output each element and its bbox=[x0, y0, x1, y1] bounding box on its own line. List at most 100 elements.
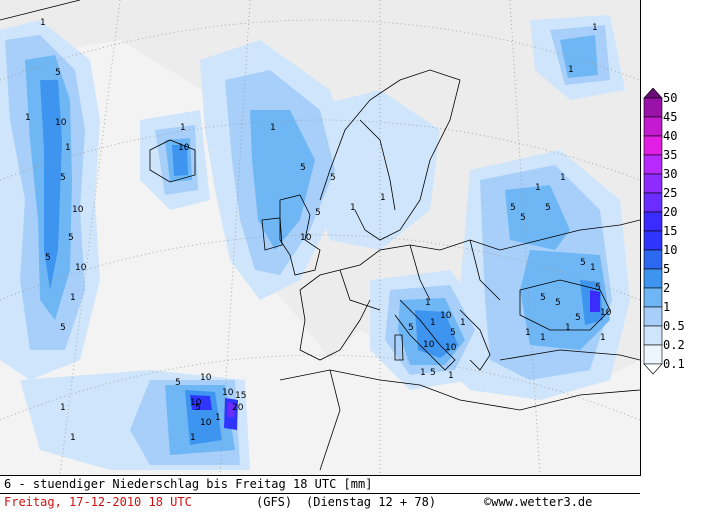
precipitation-legend: 50 45 40 35 30 25 20 15 10 5 2 1 0.5 0.2 0.1 bbox=[641, 0, 704, 475]
contour-label: 10 bbox=[445, 343, 457, 353]
contour-label: 5 bbox=[545, 203, 551, 213]
legend-swatch bbox=[643, 306, 663, 327]
contour-label: 10 bbox=[423, 340, 435, 350]
contour-label: 5 bbox=[575, 313, 581, 323]
contour-label: 1 bbox=[568, 65, 574, 75]
contour-label: 5 bbox=[408, 323, 414, 333]
contour-label: 5 bbox=[315, 208, 321, 218]
contour-label: 1 bbox=[448, 371, 454, 381]
contour-label: 1 bbox=[350, 203, 356, 213]
contour-label: 5 bbox=[55, 68, 61, 78]
contour-label: 10 bbox=[200, 418, 212, 428]
footer-title: 6 - stuendiger Niederschlag bis Freitag … bbox=[4, 477, 373, 491]
map-svg: 1510151015151051101010511051151510151515… bbox=[0, 0, 640, 475]
contour-label: 5 bbox=[330, 173, 336, 183]
legend-swatch bbox=[643, 154, 663, 175]
contour-label: 1 bbox=[600, 333, 606, 343]
contour-label: 10 bbox=[222, 388, 234, 398]
legend-label: 25 bbox=[663, 186, 678, 200]
contour-label: 1 bbox=[425, 298, 431, 308]
footer-source: ©www.wetter3.de bbox=[484, 495, 593, 509]
contour-label: 1 bbox=[60, 403, 66, 413]
contour-label: 10 bbox=[300, 233, 312, 243]
contour-label: 5 bbox=[580, 258, 586, 268]
footer-run: (Dienstag 12 + 78) bbox=[306, 495, 437, 509]
legend-colorbar bbox=[643, 88, 663, 375]
contour-label: 1 bbox=[525, 328, 531, 338]
legend-swatch bbox=[643, 344, 663, 365]
legend-label: 0.5 bbox=[663, 319, 685, 333]
contour-label: 10 bbox=[55, 118, 67, 128]
contour-label: 5 bbox=[60, 323, 66, 333]
legend-swatch bbox=[643, 135, 663, 156]
legend-label: 45 bbox=[663, 110, 678, 124]
contour-label: 5 bbox=[175, 378, 181, 388]
legend-label: 50 bbox=[663, 91, 678, 105]
contour-label: 1 bbox=[70, 433, 76, 443]
legend-swatch bbox=[643, 97, 663, 118]
legend-swatch bbox=[643, 287, 663, 308]
contour-label: 5 bbox=[60, 173, 66, 183]
contour-label: 5 bbox=[68, 233, 74, 243]
contour-label: 5 bbox=[45, 253, 51, 263]
contour-label: 1 bbox=[70, 293, 76, 303]
legend-label: 5 bbox=[663, 262, 671, 276]
contour-label: 5 bbox=[300, 163, 306, 173]
legend-swatch bbox=[643, 268, 663, 289]
contour-label: 1 bbox=[460, 318, 466, 328]
legend-label: 2 bbox=[663, 281, 671, 295]
legend-swatch bbox=[643, 249, 663, 270]
contour-label: 1 bbox=[590, 263, 596, 273]
contour-label: 10 bbox=[200, 373, 212, 383]
footer-divider bbox=[0, 493, 640, 494]
contour-label: 5 bbox=[450, 328, 456, 338]
contour-label: 5 bbox=[430, 368, 436, 378]
graticule bbox=[0, 0, 640, 475]
legend-bottom-arrow bbox=[643, 363, 663, 375]
contour-label: 1 bbox=[40, 18, 46, 28]
contour-label: 10 bbox=[190, 398, 202, 408]
legend-label: 10 bbox=[663, 243, 678, 257]
contour-label: 1 bbox=[430, 318, 436, 328]
coastlines bbox=[0, 0, 640, 471]
contour-label: 10 bbox=[440, 311, 452, 321]
contour-label: 5 bbox=[595, 283, 601, 293]
legend-label: 15 bbox=[663, 224, 678, 238]
contour-label: 10 bbox=[75, 263, 87, 273]
contour-labels: 1510151015151051101010511051151510151515… bbox=[25, 18, 612, 443]
contour-label: 1 bbox=[65, 143, 71, 153]
legend-swatch bbox=[643, 230, 663, 251]
map-footer: 6 - stuendiger Niederschlag bis Freitag … bbox=[0, 476, 704, 513]
legend-swatch bbox=[643, 116, 663, 137]
legend-label: 0.1 bbox=[663, 357, 685, 371]
contour-label: 1 bbox=[540, 333, 546, 343]
contour-label: 1 bbox=[180, 123, 186, 133]
contour-label: 20 bbox=[232, 403, 244, 413]
contour-label: 10 bbox=[600, 308, 612, 318]
contour-label: 1 bbox=[270, 123, 276, 133]
legend-swatch bbox=[643, 173, 663, 194]
contour-label: 1 bbox=[565, 323, 571, 333]
legend-swatch bbox=[643, 325, 663, 346]
legend-label: 40 bbox=[663, 129, 678, 143]
legend-label: 20 bbox=[663, 205, 678, 219]
legend-label: 1 bbox=[663, 300, 671, 314]
contour-label: 1 bbox=[190, 433, 196, 443]
contour-label: 1 bbox=[535, 183, 541, 193]
contour-label: 10 bbox=[178, 143, 190, 153]
legend-swatch bbox=[643, 211, 663, 232]
contour-label: 10 bbox=[72, 205, 84, 215]
legend-label: 30 bbox=[663, 167, 678, 181]
contour-label: 5 bbox=[555, 298, 561, 308]
footer-model: (GFS) bbox=[256, 495, 293, 509]
contour-label: 1 bbox=[25, 113, 31, 123]
legend-swatch bbox=[643, 192, 663, 213]
contour-label: 1 bbox=[560, 173, 566, 183]
contour-label: 5 bbox=[510, 203, 516, 213]
legend-label: 0.2 bbox=[663, 338, 685, 352]
contour-label: 1 bbox=[380, 193, 386, 203]
contour-label: 15 bbox=[235, 391, 246, 401]
contour-label: 1 bbox=[420, 368, 426, 378]
precipitation-map: 1 5 10 1 5 10 1 5 1 5 10 5 1 10 10 10 5 1 10 5 1 1 5 1 5 10 1 5 1 5 1 5… bbox=[0, 0, 641, 476]
